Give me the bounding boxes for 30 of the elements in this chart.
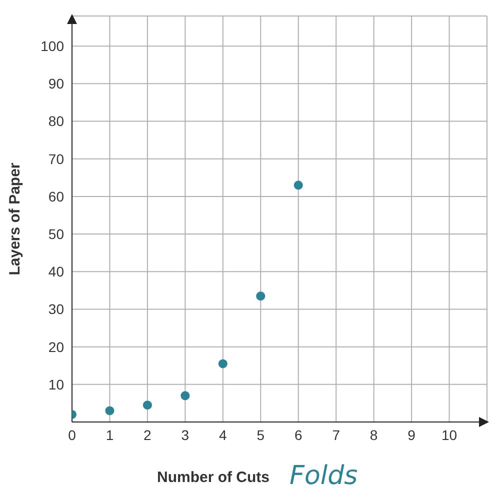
x-tick-label: 10 <box>441 426 458 443</box>
x-tick-label: 9 <box>408 426 416 443</box>
x-tick-label: 6 <box>294 426 302 443</box>
x-tick-label: 1 <box>106 426 114 443</box>
y-tick-label: 70 <box>48 150 64 167</box>
x-tick-label: 3 <box>181 426 190 443</box>
x-tick-label: 5 <box>256 426 265 443</box>
x-axis-title: Number of Cuts <box>157 469 270 486</box>
y-tick-label: 60 <box>48 188 64 204</box>
x-tick-label: 0 <box>68 426 76 443</box>
point <box>180 391 190 400</box>
y-tick-label: 40 <box>48 264 64 280</box>
x-tick-label: 7 <box>332 426 340 443</box>
y-tick-label: 50 <box>48 226 64 242</box>
y-tick-label: 30 <box>48 301 64 318</box>
text: Folds <box>290 461 358 491</box>
x-tick-label: 8 <box>370 426 378 443</box>
y-tick-label: 10 <box>48 376 64 392</box>
y-tick-label: 20 <box>48 338 64 355</box>
x-tick-label: 4 <box>219 426 228 443</box>
y-axis-title: Layers of Paper <box>6 162 24 276</box>
point <box>256 292 266 301</box>
point <box>105 406 114 416</box>
y-tick-label: 80 <box>48 113 64 130</box>
point <box>294 180 303 190</box>
y-tick-label: 90 <box>48 76 64 92</box>
point <box>218 359 228 368</box>
point <box>142 400 152 410</box>
y-tick-label: 100 <box>40 38 64 54</box>
x-tick-label: 2 <box>144 426 152 443</box>
